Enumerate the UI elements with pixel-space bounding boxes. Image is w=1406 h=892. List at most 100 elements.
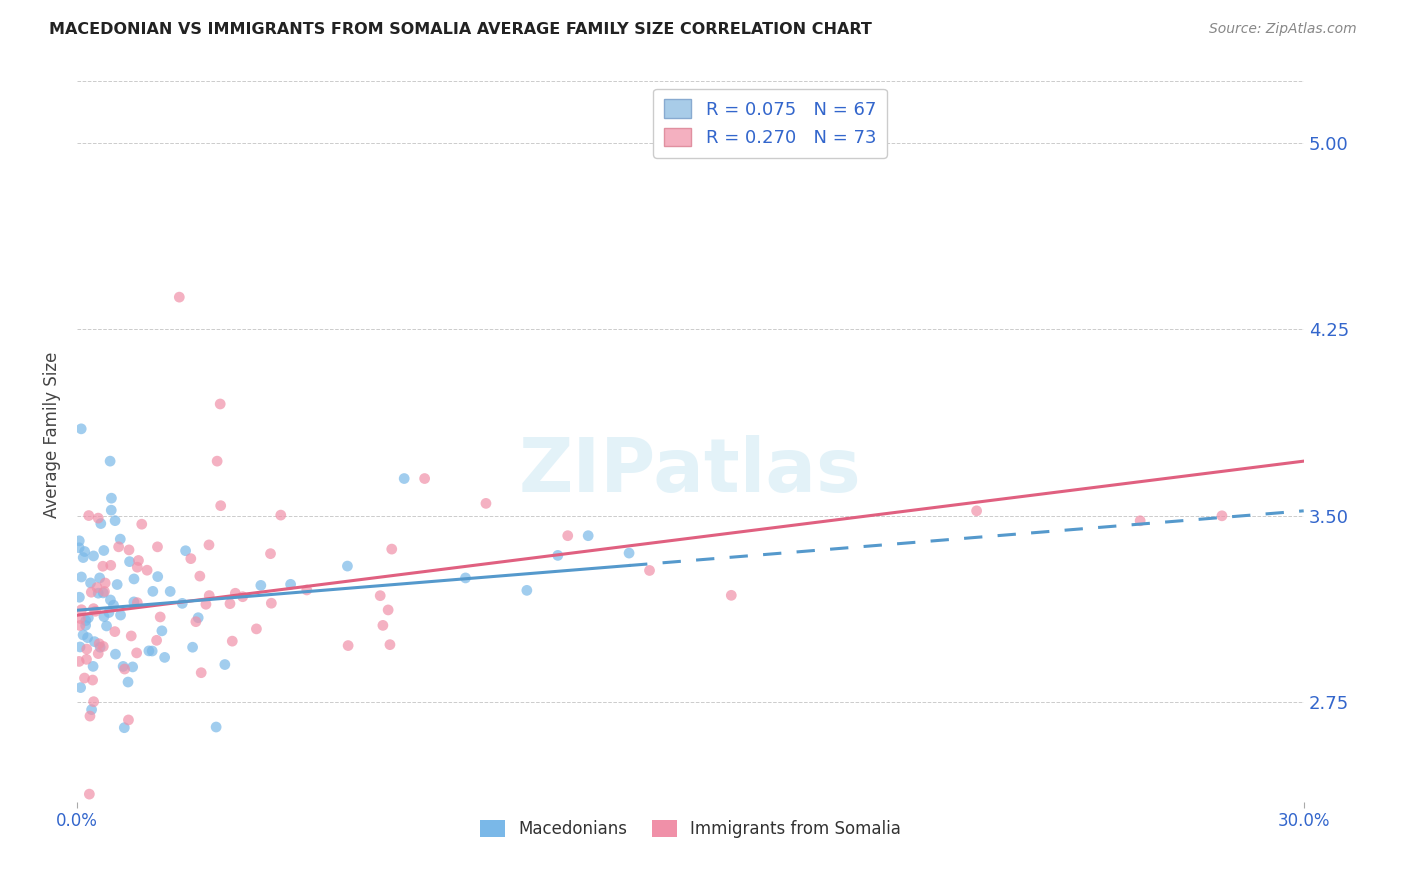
Point — [104, 624, 127, 639]
Point — [69, 611, 91, 625]
Point — [174, 543, 197, 558]
Point — [198, 589, 221, 603]
Point — [69, 681, 91, 695]
Point — [127, 553, 149, 567]
Point — [98, 454, 121, 468]
Point — [368, 589, 391, 603]
Point — [87, 511, 110, 525]
Point — [547, 549, 569, 563]
Point — [381, 542, 404, 557]
Point — [259, 547, 281, 561]
Point — [86, 581, 108, 595]
Point — [145, 633, 167, 648]
Point — [76, 642, 98, 657]
Point — [69, 618, 91, 632]
Point — [142, 584, 165, 599]
Point — [1129, 514, 1152, 528]
Text: ZIPatlas: ZIPatlas — [519, 435, 862, 508]
Point — [112, 721, 135, 735]
Point — [336, 559, 359, 574]
Point — [184, 615, 207, 629]
Point — [110, 608, 132, 623]
Point — [392, 471, 415, 485]
Point — [181, 640, 204, 655]
Point — [83, 549, 105, 563]
Point — [245, 622, 267, 636]
Point — [180, 551, 202, 566]
Point — [100, 491, 122, 506]
Point — [89, 640, 111, 655]
Point — [80, 585, 103, 599]
Point — [617, 546, 640, 560]
Point — [84, 604, 107, 618]
Point — [105, 577, 128, 591]
Text: MACEDONIAN VS IMMIGRANTS FROM SOMALIA AVERAGE FAMILY SIZE CORRELATION CHART: MACEDONIAN VS IMMIGRANTS FROM SOMALIA AV… — [49, 22, 872, 37]
Point — [260, 596, 283, 610]
Point — [69, 640, 91, 654]
Point — [96, 619, 118, 633]
Point — [205, 720, 228, 734]
Point — [87, 647, 110, 661]
Point — [250, 578, 273, 592]
Point — [270, 508, 292, 522]
Point — [337, 639, 360, 653]
Point — [198, 538, 221, 552]
Point — [93, 543, 115, 558]
Point — [209, 499, 232, 513]
Point — [205, 454, 228, 468]
Point — [67, 533, 90, 548]
Point — [89, 637, 111, 651]
Point — [91, 640, 114, 654]
Point — [93, 584, 115, 599]
Point — [153, 650, 176, 665]
Point — [118, 542, 141, 557]
Point — [120, 629, 142, 643]
Point — [214, 657, 236, 672]
Point — [75, 618, 97, 632]
Point — [72, 628, 94, 642]
Point — [118, 555, 141, 569]
Point — [94, 576, 117, 591]
Point — [146, 569, 169, 583]
Point — [377, 603, 399, 617]
Point — [100, 503, 122, 517]
Point — [114, 662, 136, 676]
Point — [79, 709, 101, 723]
Point — [475, 496, 498, 510]
Point — [172, 596, 194, 610]
Point — [413, 471, 436, 485]
Point — [371, 618, 394, 632]
Point — [1211, 508, 1233, 523]
Point — [224, 586, 246, 600]
Point — [73, 671, 96, 685]
Point — [103, 598, 125, 612]
Point — [121, 660, 143, 674]
Point — [117, 713, 139, 727]
Point — [454, 571, 477, 585]
Point — [73, 544, 96, 558]
Point — [150, 624, 173, 638]
Point — [110, 532, 132, 546]
Point — [188, 569, 211, 583]
Point — [187, 611, 209, 625]
Point — [232, 590, 254, 604]
Point — [67, 655, 90, 669]
Point — [127, 560, 149, 574]
Point — [104, 647, 127, 661]
Point — [136, 563, 159, 577]
Point — [159, 584, 181, 599]
Point — [720, 588, 742, 602]
Point — [141, 644, 163, 658]
Point — [127, 596, 149, 610]
Point — [91, 586, 114, 600]
Point — [76, 631, 98, 645]
Point — [169, 290, 191, 304]
Legend: Macedonians, Immigrants from Somalia: Macedonians, Immigrants from Somalia — [472, 813, 908, 845]
Point — [125, 646, 148, 660]
Point — [80, 703, 103, 717]
Point — [83, 695, 105, 709]
Point — [194, 597, 217, 611]
Y-axis label: Average Family Size: Average Family Size — [44, 351, 60, 518]
Point — [112, 659, 135, 673]
Point — [100, 593, 122, 607]
